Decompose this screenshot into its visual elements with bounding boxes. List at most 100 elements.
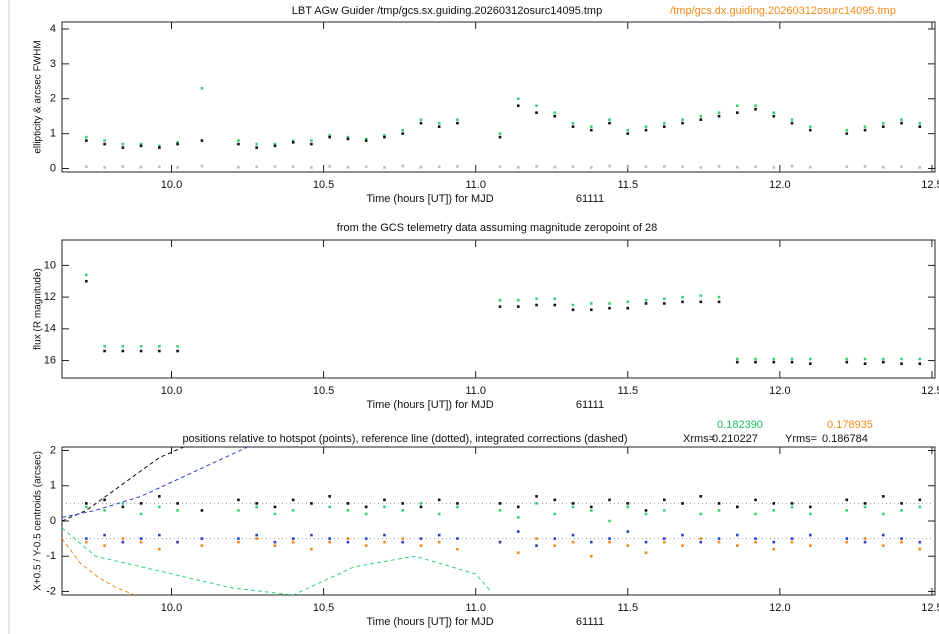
data-point [237, 498, 240, 502]
data-point [808, 505, 812, 509]
data-point [553, 498, 557, 502]
data-point [571, 505, 575, 509]
data-point [662, 540, 666, 544]
data-point [200, 509, 204, 512]
data-point [85, 502, 88, 505]
data-point [383, 135, 386, 139]
data-point [176, 349, 179, 353]
data-point [918, 125, 922, 128]
data-point [772, 502, 776, 505]
data-point [401, 164, 404, 168]
data-point [103, 349, 106, 353]
data-point [717, 537, 721, 540]
data-point [85, 139, 88, 142]
data-point [121, 502, 125, 505]
data-point [589, 540, 593, 544]
data-point [863, 362, 867, 366]
data-point [310, 166, 313, 169]
data-point [900, 118, 903, 121]
data-point [571, 502, 575, 505]
data-point [608, 519, 611, 523]
x-axis-title: Time (hours [UT]) for MJD [366, 616, 493, 628]
correction-line [62, 447, 248, 518]
data-point [863, 502, 867, 505]
data-point [772, 357, 776, 361]
data-point [273, 512, 277, 516]
data-point [808, 362, 812, 366]
data-point [790, 537, 794, 540]
data-point [626, 300, 630, 304]
data-point [553, 114, 557, 118]
data-point [790, 505, 794, 509]
correction-line [62, 538, 136, 595]
data-point [644, 125, 648, 128]
data-point [158, 533, 161, 537]
data-point [364, 137, 368, 141]
data-point [717, 114, 721, 118]
data-point [364, 165, 368, 169]
data-point [699, 166, 703, 169]
data-point [808, 128, 812, 132]
data-point [845, 128, 849, 132]
data-point [845, 132, 849, 135]
xrms-label: Xrms= [683, 433, 715, 445]
data-point [608, 498, 611, 502]
data-point [437, 121, 441, 125]
data-point [662, 165, 666, 168]
data-point [772, 111, 776, 114]
data-point [863, 165, 867, 168]
data-point [754, 107, 757, 111]
data-point [328, 135, 331, 139]
data-point [255, 142, 258, 146]
data-point [310, 139, 313, 142]
x-tick-label: 12.0 [769, 602, 790, 614]
data-point [717, 540, 721, 544]
data-point [456, 537, 459, 540]
data-point [772, 114, 776, 118]
data-point [608, 118, 611, 121]
y-tick-label: 1 [50, 128, 56, 140]
data-point [121, 537, 125, 540]
x-tick-label: 12.5 [921, 179, 939, 191]
data-point [139, 144, 143, 148]
data-point [139, 142, 143, 146]
data-point [237, 540, 240, 544]
plot-frame [61, 446, 936, 596]
data-point [754, 165, 757, 169]
x-tick-label: 12.0 [769, 385, 790, 397]
x-tick-label: 10.0 [161, 179, 182, 191]
correction-line [62, 527, 492, 595]
data-point [535, 165, 538, 168]
data-point [808, 165, 812, 169]
data-point [918, 357, 922, 361]
x-axis-title: Time (hours [UT]) for MJD [366, 399, 493, 411]
data-point [346, 135, 350, 139]
data-point [328, 495, 331, 498]
data-point [735, 111, 739, 114]
data-point [717, 509, 721, 512]
data-point [644, 302, 648, 305]
data-point [845, 165, 849, 169]
data-point [608, 302, 611, 305]
data-point [772, 540, 776, 544]
data-point [918, 547, 922, 551]
data-point [589, 308, 593, 312]
data-point [255, 537, 258, 540]
data-point [754, 360, 757, 364]
data-point [735, 104, 739, 108]
x-tick-label: 12.5 [921, 385, 939, 397]
data-point [364, 505, 368, 509]
data-point [310, 533, 313, 537]
data-point [85, 135, 88, 139]
data-point [328, 537, 331, 540]
data-point [790, 357, 794, 361]
data-point [273, 544, 277, 547]
data-point [328, 165, 331, 168]
data-point [401, 509, 404, 512]
x-tick-label: 12.5 [921, 602, 939, 614]
data-point [845, 509, 849, 512]
data-point [881, 121, 885, 125]
data-point [571, 308, 575, 312]
data-point [498, 298, 502, 302]
data-point [176, 344, 179, 348]
